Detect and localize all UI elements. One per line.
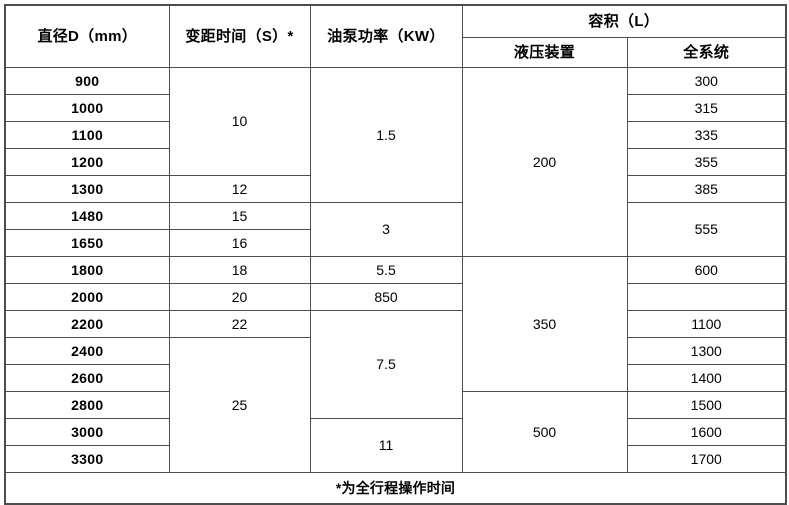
cell-volume-system: 1400 [626, 364, 787, 392]
cell-shift-time: 15 [168, 202, 311, 230]
table-row: 1100 335 [4, 121, 787, 149]
table-row: 2400 25 1300 [4, 337, 787, 473]
cell-volume-system: 1500 [626, 391, 787, 419]
cell-diameter: 1000 [4, 94, 170, 122]
table-row: 2800 500 1500 [4, 391, 787, 473]
table-row: 1800 18 5.5 350 600 [4, 256, 787, 392]
column-header-pump-power: 油泵功率（KW） [309, 4, 463, 68]
cell-diameter: 3000 [4, 418, 170, 446]
cell-pump-power: 5.5 [309, 256, 463, 284]
table-header: 直径D（mm） 变距时间（S）* 油泵功率（KW） 容积（L） 液压装置 全系统 [4, 4, 787, 68]
table-row: 3000 11 1600 [4, 418, 787, 473]
cell-shift-time: 16 [168, 229, 311, 257]
cell-pump-power: 11 [309, 418, 463, 473]
table-footer: *为全行程操作时间 [4, 472, 787, 505]
cell-volume-hydraulic: 200 [461, 67, 628, 257]
column-header-volume-system: 全系统 [626, 37, 787, 68]
table-row: 1480 15 3 555 [4, 202, 787, 257]
cell-diameter: 1100 [4, 121, 170, 149]
cell-diameter: 1800 [4, 256, 170, 284]
specification-table: 直径D（mm） 变距时间（S）* 油泵功率（KW） 容积（L） 液压装置 全系统… [4, 4, 788, 505]
cell-volume-system: 600 [626, 256, 787, 284]
cell-pump-power: 7.5 [309, 310, 463, 419]
table-row: 1300 12 385 [4, 175, 787, 203]
cell-volume-system: 850 [309, 283, 463, 311]
cell-diameter: 1650 [4, 229, 170, 257]
cell-diameter: 1200 [4, 148, 170, 176]
cell-shift-time: 22 [168, 310, 311, 338]
cell-volume-hydraulic: 500 [461, 391, 628, 473]
cell-diameter: 1480 [4, 202, 170, 230]
cell-diameter: 2000 [4, 283, 170, 311]
cell-shift-time: 12 [168, 175, 311, 203]
table-row: 2000 20 850 [4, 283, 786, 311]
column-header-shift-time: 变距时间（S）* [168, 4, 311, 68]
cell-diameter: 3300 [4, 445, 170, 473]
cell-pump-power: 1.5 [309, 67, 463, 203]
cell-volume-system: 355 [626, 148, 787, 176]
cell-shift-time: 18 [168, 256, 311, 284]
table-row: 1200 355 [4, 148, 787, 176]
column-header-volume-group: 容积（L） [461, 4, 787, 38]
footnote-text: *为全行程操作时间 [4, 472, 787, 505]
header-row-sub: 液压装置 全系统 [5, 37, 787, 68]
cell-shift-time: 25 [168, 337, 311, 473]
cell-volume-system: 1600 [626, 418, 787, 446]
table-row: 900 10 1.5 200 300 [4, 67, 787, 257]
spec-table-container: 直径D（mm） 变距时间（S）* 油泵功率（KW） 容积（L） 液压装置 全系统… [4, 4, 788, 505]
table-row: 3300 1700 [4, 445, 787, 473]
cell-diameter: 2800 [4, 391, 170, 419]
column-header-diameter: 直径D（mm） [4, 4, 170, 68]
cell-volume-system: 315 [626, 94, 787, 122]
cell-diameter: 2600 [4, 364, 170, 392]
cell-volume-system: 300 [626, 67, 787, 95]
header-row-top: 直径D（mm） 变距时间（S）* 油泵功率（KW） 容积（L） [4, 4, 787, 68]
cell-volume-system: 385 [626, 175, 787, 203]
table-row: 1650 16 [4, 229, 786, 257]
cell-volume-system: 555 [626, 202, 787, 257]
cell-diameter: 2400 [4, 337, 170, 365]
table-row: 2600 1400 [4, 364, 787, 392]
footnote-row: *为全行程操作时间 [4, 472, 787, 505]
table-body: 900 10 1.5 200 300 1000 315 1100 335 1200 355 1300 1… [4, 67, 787, 473]
cell-diameter: 2200 [4, 310, 170, 338]
cell-volume-system: 1100 [626, 310, 787, 338]
cell-shift-time: 20 [168, 283, 311, 311]
cell-volume-system: 1300 [626, 337, 787, 365]
column-header-volume-hydraulic: 液压装置 [461, 37, 628, 68]
table-row: 1000 315 [4, 94, 787, 122]
cell-diameter: 1300 [4, 175, 170, 203]
cell-shift-time: 10 [168, 67, 311, 176]
cell-volume-system: 335 [626, 121, 787, 149]
table-row: 2200 22 7.5 1100 [4, 310, 787, 419]
cell-volume-system: 1700 [626, 445, 787, 473]
cell-volume-hydraulic: 350 [461, 256, 628, 392]
cell-diameter: 900 [4, 67, 170, 95]
cell-pump-power: 3 [309, 202, 463, 257]
